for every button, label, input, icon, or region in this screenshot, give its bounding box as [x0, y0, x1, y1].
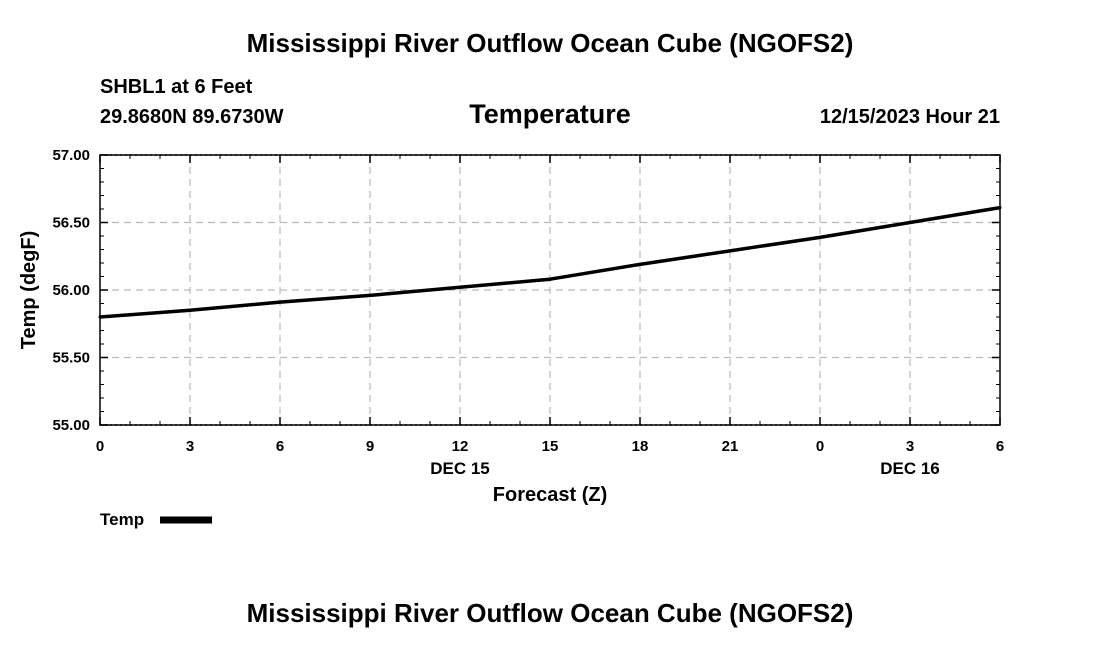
data-point-temp	[818, 235, 822, 239]
x-tick-label: 9	[366, 438, 374, 455]
data-point-temp	[728, 249, 732, 253]
main-title: Mississippi River Outflow Ocean Cube (NG…	[246, 28, 854, 58]
data-point-temp	[638, 262, 642, 266]
coordinates-label: 29.8680N 89.6730W	[100, 106, 284, 128]
point-layer	[98, 206, 1002, 319]
grid-layer	[100, 155, 1000, 425]
chart-title: Temperature	[469, 99, 631, 129]
data-point-temp	[908, 221, 912, 224]
date-label: DEC 16	[880, 459, 940, 478]
data-point-temp	[998, 206, 1002, 210]
x-tick-label: 6	[996, 438, 1004, 455]
x-tick-label: 15	[542, 438, 559, 455]
data-point-temp	[278, 300, 282, 304]
x-tick-label: 0	[816, 438, 824, 455]
timestamp-label: 12/15/2023 Hour 21	[819, 106, 1000, 128]
y-tick-label: 56.00	[52, 282, 90, 299]
data-point-temp	[458, 285, 462, 289]
y-tick-label: 57.00	[52, 147, 90, 164]
x-axis-label: Forecast (Z)	[493, 484, 607, 506]
data-point-temp	[98, 315, 102, 319]
x-tick-label: 0	[96, 438, 104, 455]
x-tick-label: 3	[906, 438, 914, 455]
x-tick-label: 18	[632, 438, 649, 455]
x-tick-label: 12	[452, 438, 469, 455]
x-tick-label: 6	[276, 438, 284, 455]
tick-layer	[99, 154, 1001, 426]
y-tick-label: 55.50	[52, 350, 90, 367]
x-tick-label: 3	[186, 438, 194, 455]
station-label: SHBL1 at 6 Feet	[100, 76, 253, 98]
data-point-temp	[188, 308, 192, 312]
label-layer: 0 3 6 9 12 15 18 21 0 3 6 DEC 15 DEC 16 55.00 55.50 56.…	[52, 147, 1004, 478]
data-point-temp	[368, 293, 372, 297]
x-tick-label: 21	[722, 438, 739, 455]
y-tick-label: 55.00	[52, 417, 90, 434]
date-label: DEC 15	[430, 459, 490, 478]
temperature-chart: 0 3 6 9 12 15 18 21 0 3 6 DEC 15 DEC 16 55.00 55.50 56.…	[18, 147, 1004, 529]
footer-title: Mississippi River Outflow Ocean Cube (NG…	[246, 598, 854, 628]
data-point-temp	[548, 277, 552, 281]
y-axis-label: Temp (degF)	[18, 231, 40, 350]
y-tick-label: 56.50	[52, 215, 90, 232]
legend-label-temp: Temp	[100, 510, 144, 529]
legend: Temp	[100, 510, 212, 529]
